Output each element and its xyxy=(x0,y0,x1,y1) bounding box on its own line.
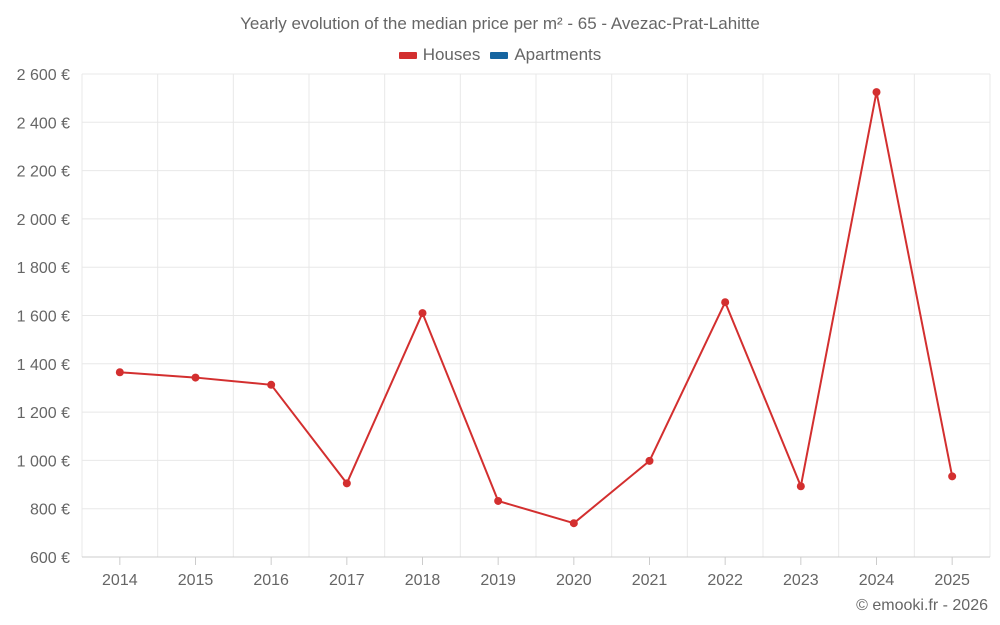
data-point[interactable] xyxy=(645,456,654,465)
x-tick-label: 2019 xyxy=(480,572,516,589)
x-tick-label: 2021 xyxy=(632,572,668,589)
data-point[interactable] xyxy=(721,298,730,307)
x-tick-label: 2022 xyxy=(707,572,743,589)
x-tick-label: 2020 xyxy=(556,572,592,589)
data-point[interactable] xyxy=(267,380,276,389)
x-tick-label: 2023 xyxy=(783,572,819,589)
legend-swatch-houses xyxy=(398,51,417,59)
y-tick-label: 800 € xyxy=(30,502,70,519)
x-tick-label: 2018 xyxy=(405,572,441,589)
chart-legend: Houses Apartments xyxy=(0,45,1000,65)
x-tick-label: 2025 xyxy=(934,572,970,589)
data-point[interactable] xyxy=(569,519,578,528)
chart-title: Yearly evolution of the median price per… xyxy=(240,14,760,33)
chart-credits[interactable]: © emooki.fr - 2026 xyxy=(856,597,988,614)
legend-item-apartments[interactable]: Apartments xyxy=(490,45,601,65)
data-point[interactable] xyxy=(115,368,124,377)
data-point[interactable] xyxy=(191,373,200,382)
y-tick-label: 1 600 € xyxy=(17,309,70,326)
x-tick-label: 2015 xyxy=(178,572,214,589)
y-tick-label: 2 000 € xyxy=(17,212,70,229)
data-point[interactable] xyxy=(418,309,427,318)
data-point[interactable] xyxy=(494,496,503,505)
legend-swatch-apartments xyxy=(490,51,509,59)
y-tick-label: 2 600 € xyxy=(17,67,70,84)
data-point[interactable] xyxy=(872,88,881,97)
x-tick-label: 2024 xyxy=(859,572,895,589)
legend-label-apartments: Apartments xyxy=(514,45,602,64)
y-tick-label: 1 200 € xyxy=(17,405,70,422)
data-point[interactable] xyxy=(948,472,957,481)
x-tick-label: 2016 xyxy=(253,572,289,589)
y-tick-label: 1 400 € xyxy=(17,357,70,374)
data-point[interactable] xyxy=(342,479,351,488)
y-tick-label: 600 € xyxy=(30,550,70,567)
y-tick-label: 2 400 € xyxy=(17,115,70,132)
x-tick-label: 2017 xyxy=(329,572,365,589)
y-tick-label: 1 800 € xyxy=(17,260,70,277)
series-line-houses xyxy=(119,91,954,525)
legend-label-houses: Houses xyxy=(422,45,481,64)
legend-item-houses[interactable]: Houses xyxy=(398,45,481,65)
x-tick-label: 2014 xyxy=(102,572,138,589)
y-tick-label: 2 200 € xyxy=(17,164,70,181)
data-point[interactable] xyxy=(796,482,805,491)
y-tick-label: 1 000 € xyxy=(17,453,70,470)
